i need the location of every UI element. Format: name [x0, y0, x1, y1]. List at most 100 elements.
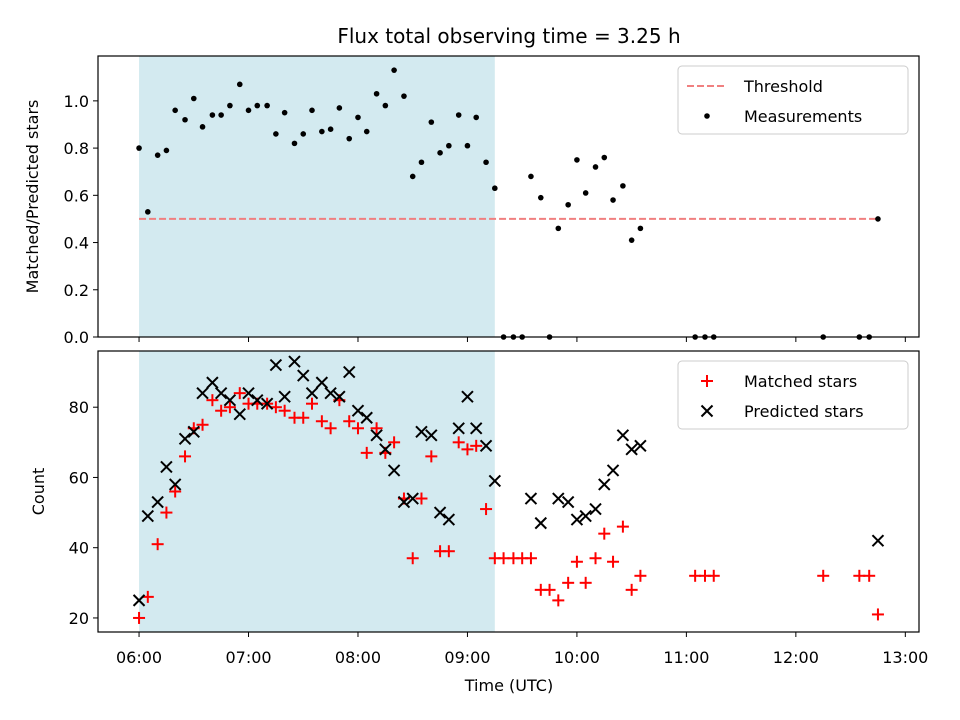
matched-stars-point: [625, 583, 638, 596]
x-tick-label: 10:00: [554, 648, 600, 667]
bottom-y-tick-label: 40: [69, 539, 89, 558]
measurement-point: [154, 152, 161, 158]
matched-stars-point: [634, 569, 647, 582]
matched-stars-point: [480, 503, 493, 516]
predicted-stars-point: [324, 386, 337, 400]
legend-matched-swatch: [701, 375, 713, 387]
predicted-stars-point: [397, 495, 411, 509]
top-legend: Threshold Measurements: [677, 65, 909, 135]
predicted-stars-point: [589, 502, 602, 516]
matched-stars-point: [133, 611, 146, 624]
predicted-stars-point: [214, 386, 228, 400]
predicted-stars-point: [160, 460, 173, 474]
predicted-stars-point: [634, 439, 647, 453]
bottom-shaded-interval: [139, 351, 495, 632]
matched-stars-point: [442, 545, 455, 558]
predicted-stars-point: [141, 509, 155, 523]
top-y-axis-label: Matched/Predicted stars: [23, 100, 42, 294]
measurement-point: [391, 67, 397, 73]
measurement-point: [446, 142, 452, 149]
matched-stars-point: [233, 387, 246, 400]
matched-stars-point: [297, 411, 310, 424]
measurement-point: [574, 157, 580, 163]
measurement-point: [281, 109, 288, 116]
x-tick-label: 07:00: [225, 648, 271, 667]
predicted-stars-point: [524, 492, 538, 505]
predicted-stars-point: [488, 474, 502, 488]
measurement-point: [565, 201, 571, 208]
measurement-point: [319, 128, 325, 135]
measurement-point: [555, 225, 562, 232]
measurement-point: [236, 81, 243, 88]
matched-stars-point: [160, 506, 173, 519]
measurement-point: [437, 150, 443, 156]
matched-stars-point: [388, 436, 401, 449]
measurement-point: [182, 116, 188, 123]
matched-stars-point: [315, 415, 328, 428]
legend-label: Measurements: [744, 107, 862, 126]
matched-stars-point: [598, 527, 611, 540]
matched-stars-point: [589, 552, 602, 565]
legend-frame: [677, 360, 909, 430]
measurement-point: [528, 173, 534, 180]
predicted-stars-point: [333, 390, 346, 403]
measurement-point: [163, 147, 170, 154]
matched-stars-point: [817, 569, 830, 582]
predicted-stars-point: [132, 594, 146, 607]
x-axis-label: Time (UTC): [464, 676, 553, 695]
measurement-point: [428, 119, 435, 125]
matched-stars-point: [278, 404, 291, 417]
figure-title: Flux total observing time = 3.25 h: [337, 24, 680, 48]
predicted-stars-point: [269, 358, 283, 372]
measurement-point: [346, 135, 353, 142]
matched-stars-point: [169, 485, 182, 498]
predicted-stars-point: [871, 534, 885, 547]
measurement-point: [373, 90, 380, 97]
top-y-tick-label: 0.2: [64, 281, 89, 300]
measurement-point: [264, 102, 270, 109]
top-y-tick-label: 0.8: [64, 139, 89, 158]
measurement-point: [218, 112, 224, 118]
predicted-stars-point: [461, 390, 474, 403]
predicted-stars-point: [442, 513, 456, 526]
measurement-point: [592, 164, 599, 170]
measurement-point: [136, 145, 142, 151]
matched-stars-point: [570, 555, 583, 568]
top-axes-frame: [97, 55, 920, 338]
measurement-point: [409, 173, 416, 180]
measurement-point: [601, 154, 608, 161]
measurement-point: [172, 107, 178, 114]
legend-measurements-swatch: [704, 113, 710, 119]
predicted-stars-point: [278, 390, 291, 403]
predicted-stars-point: [297, 369, 310, 382]
measurement-point: [291, 140, 298, 147]
measurement-point: [245, 107, 252, 114]
measurement-point: [363, 128, 370, 135]
measurement-point: [327, 126, 334, 133]
top-y-tick-label: 0.6: [64, 186, 89, 205]
measurement-point: [455, 112, 462, 118]
matched-stars-point: [452, 436, 465, 449]
matched-stars-point: [552, 594, 565, 607]
x-tick-label: 06:00: [116, 648, 162, 667]
matched-stars-point: [579, 576, 592, 589]
measurement-point: [254, 102, 261, 109]
bottom-axes-frame: [97, 350, 920, 633]
predicted-stars-point: [196, 386, 209, 400]
legend-label: Threshold: [743, 77, 823, 96]
matched-stars-point: [223, 401, 236, 414]
matched-stars-point: [306, 397, 319, 410]
predicted-stars-point: [343, 365, 356, 379]
measurement-point: [401, 93, 407, 99]
top-panel: 0.0 0.2 0.4 0.6 0.8 1.0 Matched/Predicted star…: [23, 55, 920, 347]
matched-stars-point: [360, 446, 373, 459]
matched-stars-point: [215, 404, 228, 417]
x-tick-label: 09:00: [444, 648, 490, 667]
measurement-point: [336, 105, 343, 111]
measurement-point: [492, 185, 498, 192]
predicted-stars-point: [260, 397, 274, 410]
measurement-point: [473, 114, 480, 121]
measurement-point: [637, 225, 644, 232]
top-series-dot: [136, 67, 881, 340]
